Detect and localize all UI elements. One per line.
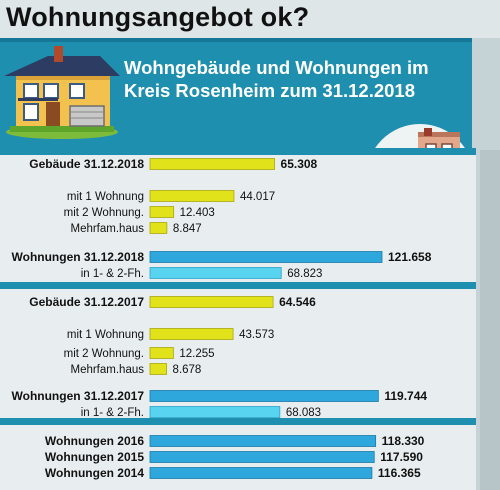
bar [149,390,379,402]
category-label: Mehrfam.haus [70,364,144,376]
value-label: 44.017 [240,191,275,203]
section-divider [0,282,476,289]
category-label: mit 1 Wohnung [67,329,144,341]
category-label: in 1- & 2-Fh. [81,407,144,419]
bar [149,158,275,170]
value-label: 68.823 [287,268,322,280]
bar-chart: Gebäude 31.12.2018 65.308 mit 1 Wohnung 44.… [12,157,432,480]
page-title: Wohnungsangebot ok? [6,2,310,32]
bar [149,251,383,263]
value-label: 8.678 [173,364,202,376]
category-label: mit 1 Wohnung [67,191,144,203]
value-label: 64.546 [279,295,316,309]
bar [149,363,167,375]
value-label: 8.847 [173,223,202,235]
section-divider [0,148,476,155]
value-label: 65.308 [281,157,318,171]
bar [149,467,373,479]
value-label: 12.403 [180,207,215,219]
house-icon [4,46,120,139]
bar [149,435,377,447]
section-divider [0,418,476,425]
value-label: 119.744 [384,389,427,403]
bar [149,190,235,202]
bar [149,328,234,340]
category-label: mit 2 Wohnung. [64,207,144,219]
bar [149,451,375,463]
page-subtitle: Wohngebäude und Wohnungen im Kreis Rosen… [124,57,429,101]
value-label: 121.658 [388,250,432,264]
value-label: 12.255 [179,348,214,360]
category-label: Wohnungen 2016 [45,434,144,448]
category-label: in 1- & 2-Fh. [81,268,144,280]
category-label: Wohnungen 2014 [45,466,144,480]
value-label: 118.330 [382,434,425,448]
category-label: Wohnungen 31.12.2018 [12,250,145,264]
category-label: Wohnungen 2015 [45,450,144,464]
header-band-edge [0,38,472,42]
bar [149,222,168,234]
value-label: 68.083 [286,407,321,419]
bar [149,347,174,359]
value-label: 116.365 [378,466,421,480]
category-label: Wohnungen 31.12.2017 [12,389,145,403]
decorative-stripe [480,150,500,490]
category-label: mit 2 Wohnung. [64,348,144,360]
bar [149,296,274,308]
bar [149,406,281,418]
value-label: 43.573 [239,329,274,341]
category-label: Gebäude 31.12.2018 [29,157,144,171]
chart-panel [0,148,476,490]
category-label: Gebäude 31.12.2017 [29,295,144,309]
bar [149,206,175,218]
category-label: Mehrfam.haus [70,223,144,235]
bar [149,267,282,279]
value-label: 117.590 [380,450,423,464]
